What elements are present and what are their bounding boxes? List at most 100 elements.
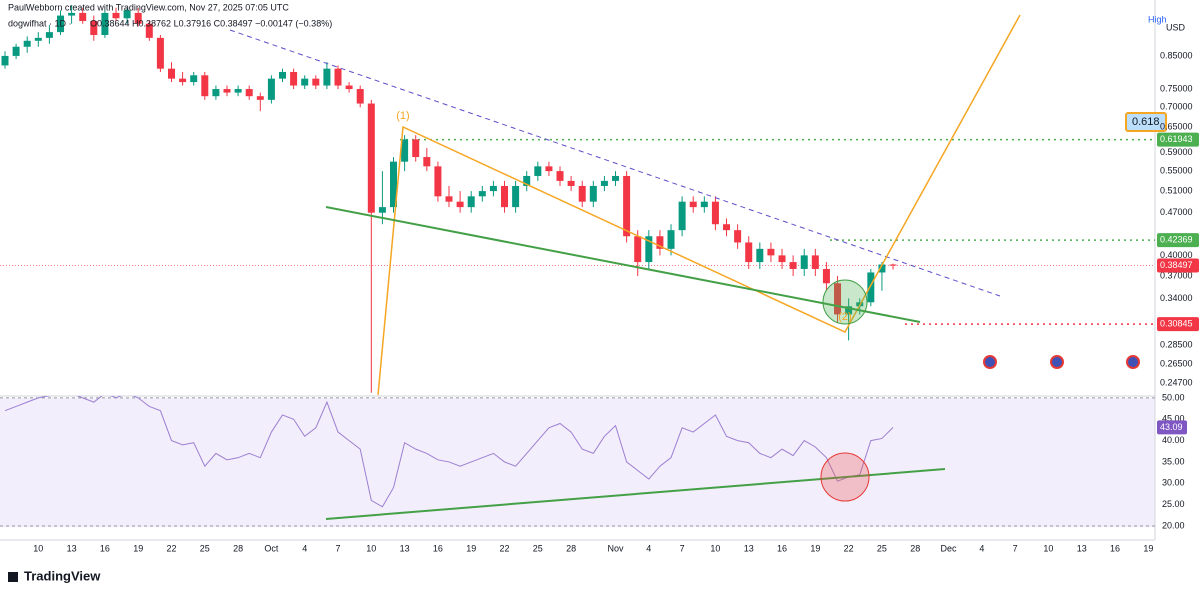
candle-body <box>789 262 797 269</box>
candle-body <box>834 283 842 315</box>
candle-body <box>567 180 575 186</box>
x-tick-label: 10 <box>710 543 720 553</box>
candle-body <box>245 89 253 97</box>
y-tick-label: 0.55000 <box>1160 165 1193 175</box>
y-tick-label: 0.34000 <box>1160 293 1193 303</box>
y-tick-label: 45.00 <box>1162 414 1185 424</box>
candle-body <box>68 12 76 16</box>
candle-body <box>212 89 220 97</box>
highlight-circle <box>822 279 868 325</box>
y-tick-label: 40.00 <box>1162 435 1185 445</box>
candle-body <box>156 37 164 69</box>
x-tick-label: 13 <box>400 543 410 553</box>
x-tick-label: 19 <box>1143 543 1153 553</box>
wave-label: (1) <box>396 110 409 122</box>
fib-label: 0.618 <box>1132 116 1160 128</box>
fib-box <box>1125 112 1167 132</box>
candle-body <box>401 139 409 162</box>
x-tick-label: 28 <box>910 543 920 553</box>
x-tick-label: 7 <box>336 543 341 553</box>
rsi-line <box>4 396 894 508</box>
candle-body <box>734 230 742 243</box>
rsi-pane <box>0 396 1155 527</box>
candle-body <box>90 20 98 35</box>
x-tick-label: 13 <box>1077 543 1087 553</box>
candle-body <box>168 68 176 79</box>
candle-body <box>367 103 375 213</box>
x-tick-label: 10 <box>1043 543 1053 553</box>
event-icon[interactable] <box>1050 355 1064 369</box>
x-tick-label: 28 <box>233 543 243 553</box>
x-tick-label: 13 <box>744 543 754 553</box>
candle-body <box>223 89 231 93</box>
rsi-trend-line <box>325 468 946 520</box>
wave-label: (2) <box>838 311 851 323</box>
trend-line <box>229 29 1001 297</box>
y-tick-label: 0.24700 <box>1160 377 1193 387</box>
candle-body <box>145 23 153 38</box>
candle-body <box>456 201 464 208</box>
candle-body <box>79 12 87 21</box>
event-icon[interactable] <box>983 355 997 369</box>
x-tick-label: 4 <box>979 543 984 553</box>
x-tick-label: 19 <box>133 543 143 553</box>
price-badge-label: 0.38497 <box>1160 260 1193 270</box>
x-tick-label: 22 <box>844 543 854 553</box>
candle-body <box>112 12 120 19</box>
candle-body <box>612 175 620 181</box>
rsi-band <box>0 398 1155 527</box>
candle-body <box>478 191 486 197</box>
candle-body <box>423 157 431 167</box>
x-tick-label: 16 <box>100 543 110 553</box>
x-tick-label: Dec <box>941 543 958 553</box>
x-tick-label: 7 <box>680 543 685 553</box>
candle-body <box>345 85 353 90</box>
candle-body <box>412 139 420 158</box>
candle-body <box>267 78 275 100</box>
x-tick-label: 25 <box>200 543 210 553</box>
candle-body <box>800 255 808 269</box>
candle-body <box>101 12 109 35</box>
candle-body <box>201 75 209 97</box>
candle-body <box>179 78 187 83</box>
candle-body <box>467 196 475 208</box>
candle-body <box>356 89 364 104</box>
price-badge-label: 0.61943 <box>1160 134 1193 144</box>
high-label: High <box>1148 14 1167 24</box>
candle-body <box>312 78 320 86</box>
x-tick-label: Oct <box>264 543 279 553</box>
y-tick-label: 50.00 <box>1162 392 1185 402</box>
candle-body <box>390 161 398 208</box>
y-tick-label: 0.65000 <box>1160 121 1193 131</box>
y-tick-label: 0.70000 <box>1160 102 1193 112</box>
highlight-circle <box>820 452 870 502</box>
candle-body <box>556 171 564 181</box>
candle-body <box>1 55 9 66</box>
candle-body <box>678 201 686 231</box>
x-tick-label: Nov <box>608 543 625 553</box>
price-badge <box>1157 317 1199 332</box>
candle-body <box>811 255 819 269</box>
x-tick-label: 28 <box>566 543 576 553</box>
candle-body <box>756 248 764 263</box>
logo-text: TradingView <box>24 568 101 583</box>
logo: TradingView <box>8 568 101 583</box>
y-tick-label: 0.40000 <box>1160 250 1193 260</box>
candle-body <box>778 255 786 263</box>
price-pane <box>0 5 1155 393</box>
x-tick-label: 25 <box>533 543 543 553</box>
event-icon[interactable] <box>1126 355 1140 369</box>
candle-body <box>290 71 298 86</box>
ohlc: O0.38644 H0.38762 L0.37916 C0.38497 −0.0… <box>90 18 332 28</box>
candle-body <box>334 68 342 86</box>
y-tick-label: 0.75000 <box>1160 83 1193 93</box>
y-tick-label: 25.00 <box>1162 499 1185 509</box>
candle-body <box>234 89 242 93</box>
candle-body <box>667 230 675 249</box>
x-tick-label: 25 <box>877 543 887 553</box>
candle-body <box>434 166 442 197</box>
rsi-badge-label: 43.09 <box>1160 422 1183 432</box>
candle-body <box>123 10 131 19</box>
y-tick-label: 0.28500 <box>1160 339 1193 349</box>
x-tick-label: 19 <box>810 543 820 553</box>
